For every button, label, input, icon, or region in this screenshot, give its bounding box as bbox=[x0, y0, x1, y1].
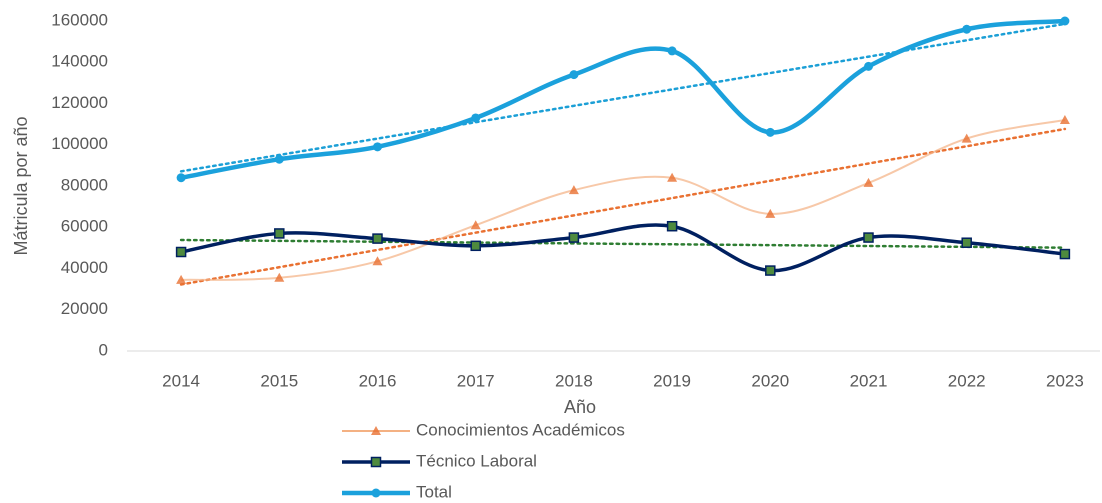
x-axis-label: Año bbox=[564, 397, 596, 417]
marker bbox=[470, 240, 481, 252]
marker bbox=[372, 233, 383, 244]
x-tick-label: 2017 bbox=[457, 371, 495, 390]
marker bbox=[176, 173, 186, 183]
marker bbox=[274, 272, 285, 282]
marker bbox=[961, 133, 972, 143]
x-tick-label: 2016 bbox=[359, 371, 397, 390]
legend-label: Conocimientos Académicos bbox=[416, 420, 625, 439]
x-tick-label: 2018 bbox=[555, 371, 593, 390]
x-tick-label: 2022 bbox=[948, 371, 986, 390]
marker bbox=[765, 265, 776, 276]
marker bbox=[274, 154, 284, 164]
y-tick-label: 140000 bbox=[51, 52, 108, 71]
x-tick-label: 2021 bbox=[850, 371, 888, 390]
marker bbox=[569, 70, 579, 80]
marker bbox=[373, 142, 382, 152]
marker bbox=[274, 228, 285, 239]
marker bbox=[863, 232, 874, 243]
y-tick-label: 120000 bbox=[51, 93, 108, 112]
legend-marker bbox=[371, 426, 381, 435]
marker bbox=[470, 220, 481, 230]
marker bbox=[666, 220, 678, 232]
x-tick-label: 2019 bbox=[653, 371, 691, 390]
marker bbox=[568, 232, 580, 243]
marker bbox=[1059, 248, 1071, 260]
y-tick-label: 80000 bbox=[61, 175, 108, 194]
y-tick-label: 100000 bbox=[51, 134, 108, 153]
marker bbox=[765, 208, 776, 218]
marker bbox=[765, 127, 775, 137]
marker bbox=[863, 177, 874, 187]
legend-marker bbox=[370, 456, 382, 468]
marker bbox=[1060, 16, 1070, 26]
trendline bbox=[179, 22, 1067, 173]
trendline bbox=[179, 127, 1067, 286]
marker bbox=[372, 256, 383, 266]
y-tick-label: 160000 bbox=[51, 10, 108, 29]
y-tick-label: 60000 bbox=[61, 217, 108, 236]
marker bbox=[176, 274, 187, 284]
marker bbox=[962, 24, 972, 34]
y-tick-label: 0 bbox=[99, 340, 108, 359]
x-tick-label: 2014 bbox=[162, 371, 200, 390]
marker bbox=[667, 172, 678, 182]
y-tick-label: 40000 bbox=[61, 258, 108, 277]
marker bbox=[961, 237, 972, 248]
y-tick-label: 20000 bbox=[61, 299, 108, 318]
marker bbox=[1059, 115, 1070, 124]
series-line bbox=[180, 223, 1066, 273]
y-axis-label: Mátricula por año bbox=[11, 116, 31, 255]
x-tick-label: 2015 bbox=[260, 371, 298, 390]
marker bbox=[175, 246, 187, 258]
marker bbox=[568, 185, 579, 195]
marker bbox=[864, 61, 873, 71]
legend-label: Total bbox=[416, 482, 452, 501]
legend-marker bbox=[371, 488, 381, 498]
marker bbox=[667, 46, 677, 56]
legend-label: Técnico Laboral bbox=[416, 451, 537, 470]
x-tick-label: 2020 bbox=[751, 371, 789, 390]
trendline bbox=[179, 238, 1067, 249]
series-line bbox=[180, 18, 1066, 180]
x-tick-label: 2023 bbox=[1046, 371, 1084, 390]
marker bbox=[471, 113, 481, 123]
series-line bbox=[181, 119, 1066, 281]
